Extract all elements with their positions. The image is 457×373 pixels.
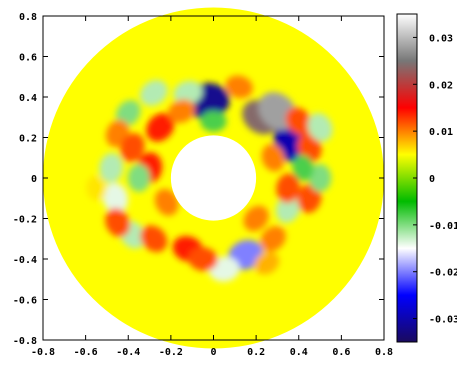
x-tick-label: -0.8 bbox=[31, 347, 55, 358]
colorbar-tick-label: 0.01 bbox=[429, 127, 453, 138]
colorbar-tick-label: 0.03 bbox=[429, 33, 453, 44]
y-tick-label: 0.8 bbox=[19, 12, 37, 23]
field-blob bbox=[154, 188, 179, 216]
field-blob bbox=[260, 226, 286, 252]
colorbar-tick-label: 0.02 bbox=[429, 80, 453, 91]
colorbar-tick-label: -0.02 bbox=[429, 268, 457, 279]
field-blob bbox=[139, 80, 168, 106]
colorbar: 0.03 0.02 0.01 0 -0.01 -0.02 -0.03 bbox=[396, 13, 457, 343]
x-tick-label: 0 bbox=[210, 347, 216, 358]
colorbar-tick-label: -0.01 bbox=[429, 221, 457, 232]
field-blob bbox=[102, 182, 129, 214]
x-tick-label: 0.2 bbox=[247, 347, 265, 358]
colorbar-tick-label: -0.03 bbox=[429, 315, 457, 326]
y-tick-label: -0.2 bbox=[13, 215, 37, 226]
annulus-field bbox=[43, 7, 384, 349]
y-tick-label: 0.6 bbox=[19, 53, 37, 64]
field-blob bbox=[200, 110, 227, 132]
field-blob bbox=[105, 208, 131, 237]
field-blob bbox=[188, 247, 218, 271]
field-blob bbox=[173, 80, 203, 106]
field-blob bbox=[285, 107, 312, 136]
colorbar-tick-label: 0 bbox=[429, 174, 435, 185]
axes: -0.8 -0.6 -0.4 -0.2 0 0.2 0.4 0.6 0.8 0.8 0.6 0.4 0.… bbox=[13, 12, 393, 358]
field-blob bbox=[276, 173, 300, 203]
field-blob bbox=[115, 100, 141, 127]
x-tick-label: -0.4 bbox=[116, 347, 140, 358]
y-tick-label: 0.4 bbox=[19, 93, 37, 104]
x-tick-label: 0.4 bbox=[290, 347, 308, 358]
y-tick-label: -0.8 bbox=[13, 336, 37, 347]
y-tick-label: 0 bbox=[31, 174, 37, 185]
field-blob bbox=[261, 144, 285, 172]
x-tick-label: 0.6 bbox=[332, 347, 350, 358]
plot-area bbox=[43, 7, 384, 349]
x-tick-label: -0.2 bbox=[159, 347, 183, 358]
field-blob bbox=[168, 99, 196, 123]
y-tick-label: -0.6 bbox=[13, 296, 37, 307]
field-blob bbox=[292, 154, 314, 182]
field-blob bbox=[127, 164, 151, 192]
x-tick-label: 0.8 bbox=[375, 347, 393, 358]
y-tick-label: -0.4 bbox=[13, 255, 37, 266]
field-blob bbox=[254, 251, 280, 275]
field-blob bbox=[146, 113, 175, 142]
field-blob bbox=[140, 225, 168, 253]
field-blob bbox=[297, 183, 322, 213]
field-blob bbox=[225, 75, 253, 99]
field-blob bbox=[99, 153, 124, 183]
x-tick-label: -0.6 bbox=[74, 347, 98, 358]
field-blob bbox=[243, 205, 269, 232]
field-blob bbox=[307, 113, 333, 142]
field-blob bbox=[86, 175, 107, 201]
field-blob bbox=[308, 164, 332, 192]
field-blob bbox=[120, 133, 145, 163]
y-tick-label: 0.2 bbox=[19, 134, 37, 145]
